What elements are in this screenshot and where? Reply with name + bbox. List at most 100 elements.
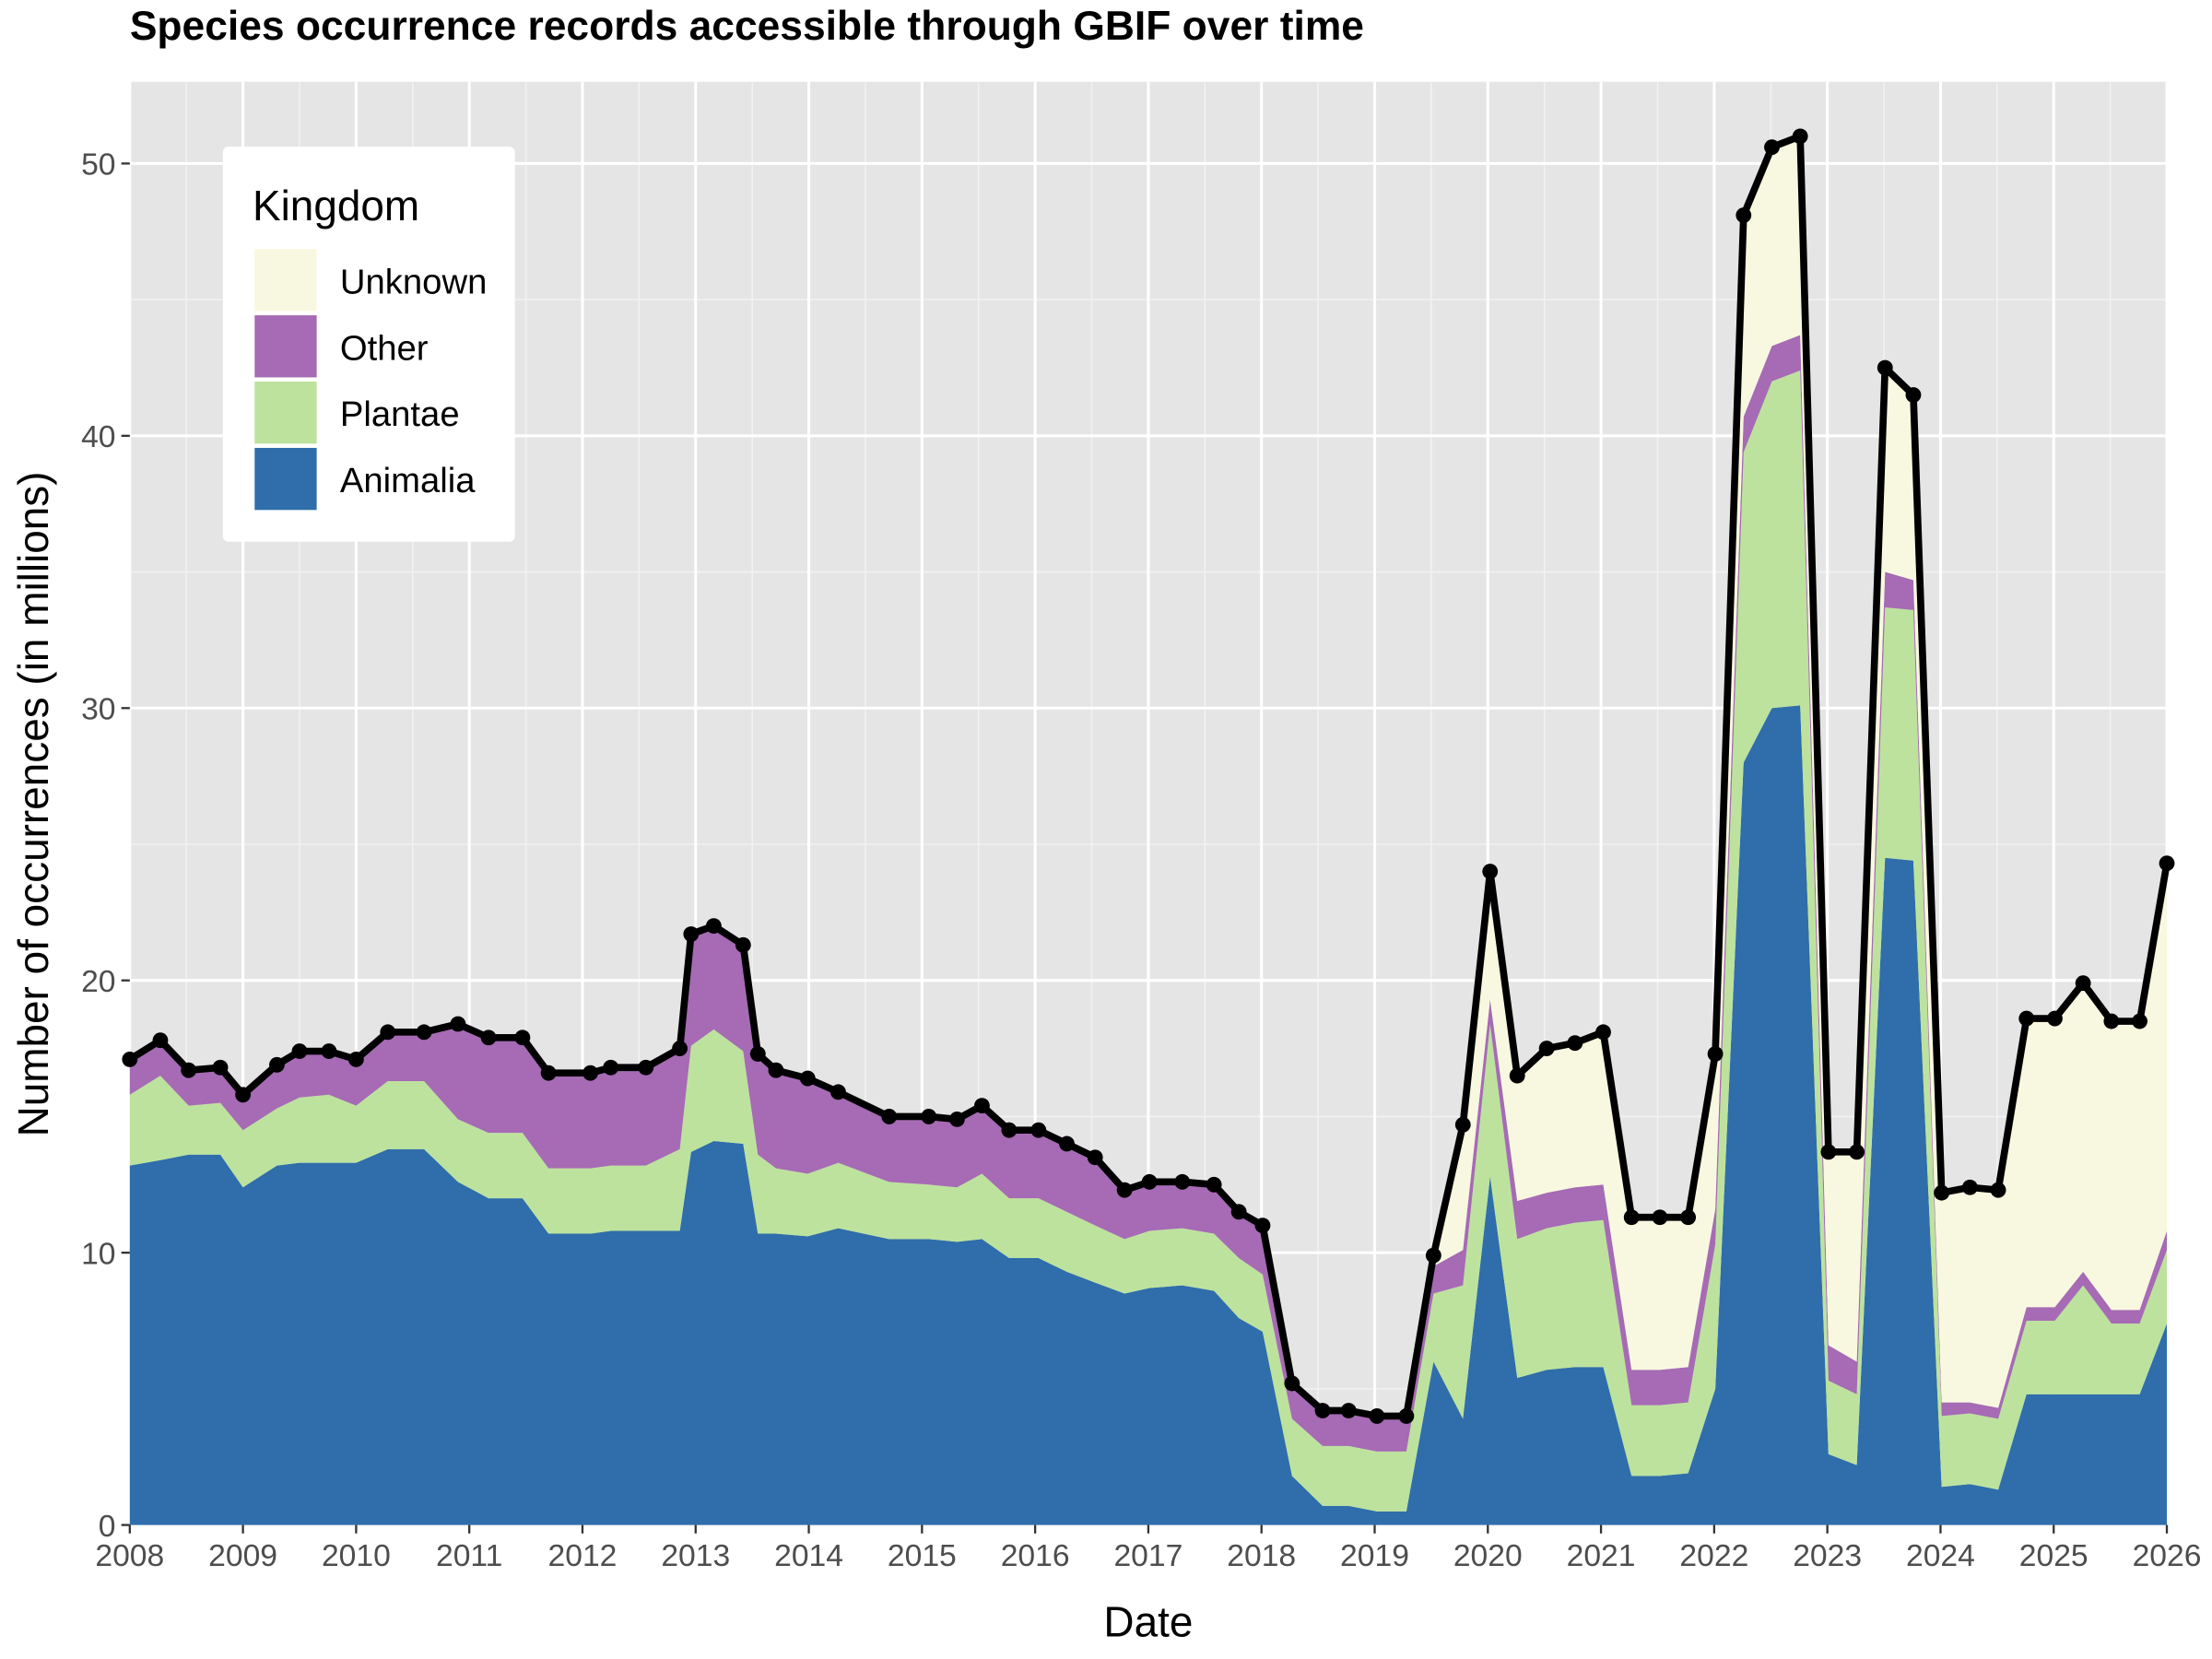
- total-point: [321, 1043, 337, 1059]
- total-point: [1707, 1046, 1724, 1062]
- total-point: [1398, 1407, 1415, 1424]
- total-point: [212, 1059, 229, 1076]
- total-point: [1314, 1403, 1331, 1418]
- total-point: [948, 1111, 965, 1127]
- y-axis-title: Number of occurrences (in millions): [9, 471, 57, 1136]
- total-point: [1001, 1122, 1018, 1138]
- axes: 2008 2009 2010 2011 2012 2013 2014 2015 2016 2017…: [81, 148, 2201, 1573]
- total-point: [1849, 1144, 1865, 1160]
- total-point: [1284, 1375, 1300, 1392]
- legend-swatch: [253, 313, 319, 379]
- total-point: [1877, 359, 1893, 376]
- x-tick-label: 2019: [1340, 1539, 1409, 1573]
- x-tick-label: 2018: [1227, 1539, 1296, 1573]
- areas: [129, 135, 2168, 1525]
- x-tick-label: 2011: [436, 1539, 502, 1573]
- x-tick-label: 2022: [1679, 1539, 1748, 1573]
- total-point: [974, 1098, 990, 1114]
- total-point: [1735, 207, 1752, 223]
- area: [129, 705, 2168, 1525]
- total-point: [705, 918, 722, 935]
- total-point: [540, 1065, 557, 1081]
- legend: Kingdom Unknown Other Plantae Animalia: [222, 147, 515, 542]
- total-point: [1141, 1173, 1158, 1190]
- total-point: [2132, 1013, 2147, 1030]
- x-tick-label: 2008: [95, 1539, 164, 1573]
- total-point: [450, 1016, 466, 1032]
- total-point: [1595, 1024, 1611, 1041]
- total-point: [122, 1051, 138, 1067]
- total-point: [683, 926, 700, 942]
- total-point: [1680, 1209, 1697, 1226]
- total-point: [416, 1024, 432, 1041]
- total-point: [603, 1059, 619, 1076]
- total-point: [480, 1030, 497, 1046]
- area: [129, 135, 2168, 1419]
- total-point: [799, 1070, 816, 1087]
- total-point: [2047, 1010, 2063, 1027]
- x-tick-label: 2020: [1453, 1539, 1523, 1573]
- total-point: [921, 1109, 937, 1124]
- total-point: [1340, 1403, 1357, 1418]
- total-point: [1087, 1149, 1103, 1166]
- total-point: [749, 1046, 766, 1062]
- x-tick-label: 2026: [2133, 1539, 2202, 1573]
- total-point: [1509, 1067, 1525, 1084]
- legend-label: Other: [340, 328, 429, 368]
- total-point: [1369, 1407, 1385, 1424]
- total-line: [122, 128, 2175, 1424]
- y-tick-label: 50: [81, 148, 115, 182]
- total-point: [291, 1043, 308, 1059]
- y-tick-label: 10: [81, 1237, 115, 1271]
- total-point: [1482, 864, 1499, 879]
- area: [129, 370, 2168, 1512]
- total-point: [672, 1041, 688, 1056]
- total-point: [347, 1051, 364, 1067]
- total-point: [881, 1109, 898, 1124]
- x-tick-label: 2015: [888, 1539, 957, 1573]
- total-point: [638, 1059, 654, 1076]
- total-point: [1652, 1209, 1668, 1226]
- chart-title: Species occurrence records accessible th…: [130, 4, 1364, 49]
- legend-label: Plantae: [340, 394, 460, 434]
- x-tick-label: 2021: [1567, 1539, 1636, 1573]
- x-tick-label: 2013: [661, 1539, 730, 1573]
- total-point: [1961, 1179, 1978, 1195]
- x-tick-label: 2024: [1906, 1539, 1975, 1573]
- legend-label: Animalia: [340, 461, 476, 500]
- legend-label: Unknown: [340, 262, 487, 301]
- total-point: [1764, 139, 1780, 156]
- total-point: [1254, 1218, 1271, 1234]
- x-tick-label: 2014: [774, 1539, 843, 1573]
- total-point: [514, 1030, 531, 1046]
- total-point: [1059, 1135, 1075, 1152]
- total-point: [1567, 1035, 1583, 1052]
- total-point: [2103, 1013, 2120, 1030]
- x-tick-label: 2010: [322, 1539, 391, 1573]
- total-point: [181, 1062, 197, 1078]
- total-point: [1425, 1247, 1441, 1264]
- total-point: [269, 1056, 285, 1073]
- total-point: [582, 1065, 598, 1081]
- total-point: [2075, 975, 2091, 992]
- total-point: [2159, 855, 2175, 872]
- area: [129, 335, 2168, 1452]
- total-point: [768, 1062, 784, 1078]
- total-point: [380, 1024, 396, 1041]
- total-point: [830, 1084, 846, 1100]
- y-tick-label: 20: [81, 965, 115, 999]
- total-point: [235, 1087, 252, 1103]
- legend-swatch: [253, 380, 319, 445]
- x-tick-label: 2012: [548, 1539, 618, 1573]
- x-tick-label: 2025: [2019, 1539, 2088, 1573]
- y-tick-label: 40: [81, 420, 115, 454]
- total-point: [1230, 1204, 1247, 1220]
- total-point: [1030, 1122, 1047, 1138]
- total-point: [1538, 1041, 1555, 1056]
- total-point: [1792, 128, 1808, 145]
- legend-swatch: [253, 446, 319, 512]
- total-point: [735, 936, 751, 953]
- total-point: [1206, 1176, 1222, 1193]
